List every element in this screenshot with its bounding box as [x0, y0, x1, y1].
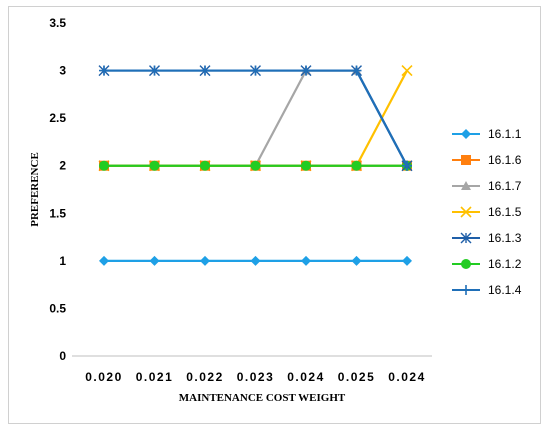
data-point — [149, 160, 160, 171]
data-point — [99, 255, 109, 266]
data-point — [402, 160, 412, 171]
y-tick-label: 3.5 — [49, 16, 66, 30]
x-tick-label: 0.024 — [287, 370, 325, 384]
data-point — [461, 155, 471, 165]
legend-item: 16.1.2 — [452, 257, 522, 271]
data-point — [461, 129, 471, 139]
legend-item: 16.1.7 — [452, 179, 522, 193]
x-tick-label: 0.025 — [338, 370, 376, 384]
data-point — [301, 160, 311, 171]
data-point — [461, 181, 471, 190]
data-point — [149, 65, 160, 76]
legend: 16.1.1 16.1.6 16.1.7 16.1.5 16.1.3 16.1.2 16.1… — [452, 127, 522, 297]
data-point — [250, 65, 261, 76]
legend-label: 16.1.1 — [488, 127, 522, 141]
data-point — [351, 160, 362, 171]
y-tick-label: 1 — [59, 254, 66, 268]
legend-item: 16.1.1 — [452, 127, 522, 141]
data-point — [250, 255, 261, 266]
legend-label: 16.1.4 — [488, 283, 522, 297]
legend-label: 16.1.6 — [488, 153, 522, 167]
series-line — [104, 69, 408, 167]
x-axis-title: MAINTENANCE COST WEIGHT — [179, 392, 346, 404]
y-tick-labels: 0 0.5 1 1.5 2 2.5 3 3.5 — [49, 16, 66, 363]
series-line — [104, 69, 408, 167]
y-tick-label: 3 — [59, 64, 66, 78]
x-tick-label: 0.024 — [388, 370, 426, 384]
y-axis-title: PREFERENCE — [29, 152, 41, 227]
y-tick-label: 1.5 — [49, 206, 66, 220]
data-point — [250, 160, 261, 171]
legend-label: 16.1.3 — [488, 231, 522, 245]
legend-label: 16.1.7 — [488, 179, 522, 193]
data-point — [402, 255, 412, 266]
legend-item: 16.1.3 — [452, 231, 522, 245]
data-point — [149, 255, 160, 266]
data-point — [200, 160, 210, 171]
series-16-1-2 — [99, 160, 412, 171]
legend-label: 16.1.5 — [488, 205, 522, 219]
data-point — [351, 255, 362, 266]
data-point — [200, 65, 210, 76]
x-tick-label: 0.022 — [186, 370, 224, 384]
legend-item: 16.1.5 — [452, 205, 522, 219]
x-tick-label: 0.023 — [237, 370, 275, 384]
x-tick-label: 0.020 — [85, 370, 123, 384]
legend-item: 16.1.4 — [452, 283, 522, 297]
data-point — [301, 255, 311, 266]
chart-frame — [8, 6, 541, 424]
series-16-1-1 — [99, 255, 412, 266]
legend-label: 16.1.2 — [488, 257, 522, 271]
data-point — [200, 255, 210, 266]
series-16-1-7 — [99, 65, 412, 170]
series-line — [104, 70, 408, 167]
series-16-1-5 — [98, 65, 413, 172]
legend-item: 16.1.6 — [452, 153, 522, 167]
data-point — [461, 285, 471, 295]
y-tick-label: 0.5 — [49, 301, 66, 315]
data-point — [460, 232, 472, 244]
series-line — [104, 69, 408, 167]
series-layer — [98, 65, 413, 266]
x-tick-labels: 0.020 0.021 0.022 0.023 0.024 0.025 0.024 — [85, 370, 426, 384]
data-point — [99, 65, 109, 76]
data-point — [401, 65, 413, 77]
data-point — [460, 206, 472, 218]
data-point — [301, 65, 311, 76]
y-tick-label: 0 — [59, 349, 66, 363]
data-point — [461, 259, 471, 269]
x-tick-label: 0.021 — [136, 370, 174, 384]
y-tick-label: 2.5 — [49, 111, 66, 125]
y-tick-label: 2 — [59, 159, 66, 173]
series-16-1-4 — [99, 65, 412, 171]
series-16-1-3 — [98, 65, 413, 172]
data-point — [351, 65, 362, 76]
data-point — [99, 160, 109, 171]
